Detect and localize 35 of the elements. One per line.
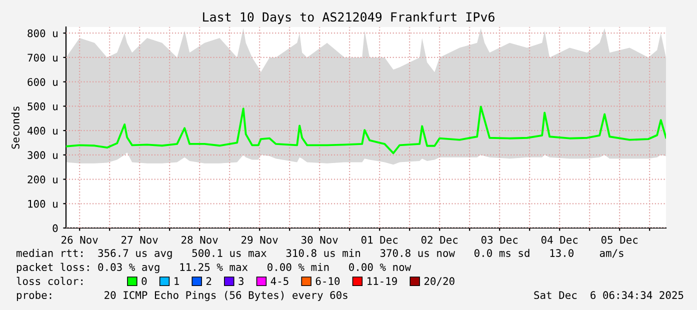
x-tick-label: 30 Nov xyxy=(301,236,338,244)
x-tick-label: 05 Dec xyxy=(601,236,638,244)
text: Sat Dec 6 06:34:34 2025 xyxy=(534,291,684,300)
y-tick-label: 600 u xyxy=(28,78,58,86)
legend-label: 20/20 xyxy=(424,277,454,286)
x-tick-label: 03 Dec xyxy=(481,236,518,244)
y-tick-label: 500 u xyxy=(28,102,58,110)
y-tick-label: 200 u xyxy=(28,176,58,184)
y-tick-label: 100 u xyxy=(28,200,58,208)
y-tick-label: 700 u xyxy=(28,54,58,62)
x-tick-label: 01 Dec xyxy=(361,236,398,244)
chart-title: Last 10 Days to AS212049 Frankfurt IPv6 xyxy=(203,12,494,24)
y-tick-label: 300 u xyxy=(28,151,58,160)
x-tick-label: 26 Nov xyxy=(62,236,98,244)
text: packet loss: 0.03 % avg 11.25 % max 0.00 % min 0.00 % now xyxy=(16,262,412,274)
legend-label: 11-19 xyxy=(368,277,397,286)
legend-label: 0 xyxy=(142,277,147,286)
x-tick-label: 02 Dec xyxy=(421,236,458,244)
text: median rtt: 356.7 us avg 500.1 us max 310.8 us min 370.8 us now 0.0 ms sd 13.0 am/s xyxy=(16,248,624,260)
legend-label: 3 xyxy=(238,277,244,286)
y-tick-label: 0 xyxy=(52,224,58,232)
legend-title: loss color: xyxy=(16,276,82,286)
legend-label: 1 xyxy=(174,277,179,285)
text: probe: 20 ICMP Echo Pings (56 Bytes) every 60s xyxy=(16,290,348,302)
x-tick-label: 27 Nov xyxy=(122,236,158,244)
y-axis-title: Seconds xyxy=(11,106,20,149)
legend-label: 2 xyxy=(206,277,212,285)
legend-label: 6-10 xyxy=(316,277,340,286)
y-tick-label: 800 u xyxy=(28,29,58,38)
line-series xyxy=(66,106,666,154)
x-tick-label: 28 Nov xyxy=(182,236,218,244)
x-tick-label: 29 Nov xyxy=(242,236,278,244)
y-tick-label: 400 u xyxy=(28,126,58,135)
legend-label: 4-5 xyxy=(270,277,288,286)
x-tick-label: 04 Dec xyxy=(541,236,578,244)
